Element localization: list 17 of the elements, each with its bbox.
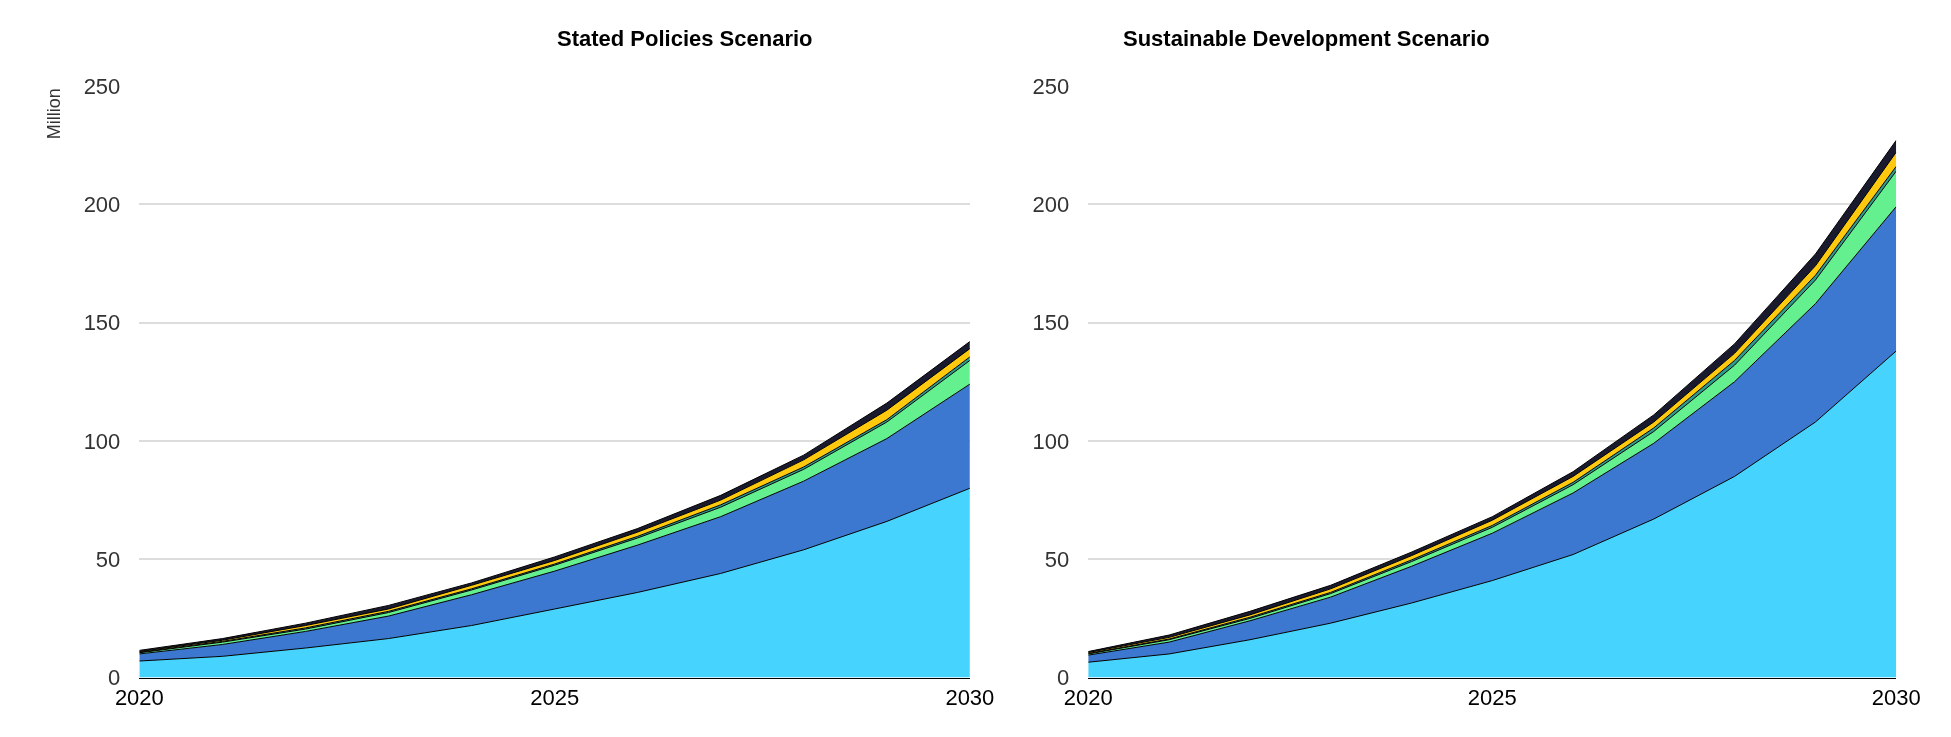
y-tick-label: 150	[1032, 310, 1070, 336]
y-tick-label: 200	[83, 191, 121, 217]
y-tick-label: 50	[1044, 546, 1070, 572]
x-tick-label: 2030	[1871, 685, 1921, 710]
chart-title: Stated Policies Scenario	[557, 26, 813, 51]
y-tick-label: 250	[1032, 73, 1070, 99]
y-tick-label: 100	[1032, 428, 1070, 454]
y-tick-label: 250	[83, 73, 121, 99]
y-tick-label: 50	[95, 546, 121, 572]
y-tick-label: 200	[1032, 191, 1070, 217]
x-tick-label: 2025	[1467, 685, 1517, 710]
x-tick-label: 2025	[530, 685, 580, 710]
y-tick-label: 150	[83, 310, 121, 336]
chart-title: Sustainable Development Scenario	[1123, 26, 1490, 51]
x-tick-label: 2030	[945, 685, 995, 710]
y-axis-title: Million	[44, 88, 65, 140]
y-tick-label: 100	[83, 428, 121, 454]
